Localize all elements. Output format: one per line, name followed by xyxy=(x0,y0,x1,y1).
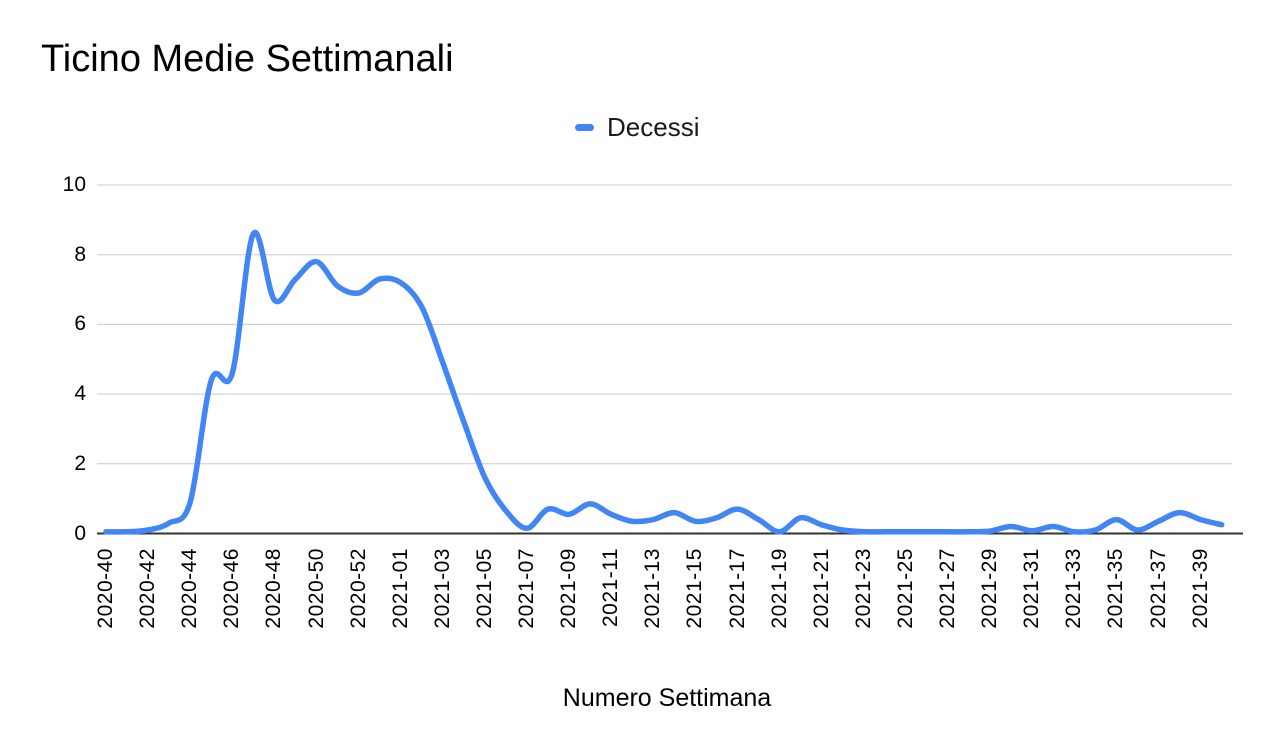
x-axis-tick-label: 2020-48 xyxy=(262,548,286,629)
x-axis-tick-label: 2020-40 xyxy=(94,548,117,629)
x-axis-tick-label: 2021-27 xyxy=(936,548,959,629)
x-axis-tick-label: 2021-19 xyxy=(767,548,791,629)
x-axis-tick-label: 2021-39 xyxy=(1188,548,1212,629)
x-axis-tick-label: 2021-17 xyxy=(725,548,749,629)
y-axis-tick-label: 2 xyxy=(74,451,86,475)
chart-title: Ticino Medie Settimanali xyxy=(41,38,454,80)
x-axis-tick-label: 2021-15 xyxy=(683,548,707,629)
legend-label: Decessi xyxy=(607,111,700,142)
x-axis-tick-label: 2021-29 xyxy=(978,548,1002,629)
x-axis-tick-label: 2021-13 xyxy=(641,548,665,629)
x-axis-tick-label: 2021-09 xyxy=(557,548,581,629)
x-axis-tick-label: 2020-46 xyxy=(220,548,244,629)
x-axis-tick-label: 2021-01 xyxy=(388,548,412,629)
x-axis-tick-label: 2021-23 xyxy=(851,548,875,629)
x-axis-tick-label: 2020-52 xyxy=(346,548,370,629)
x-axis-tick-label: 2021-35 xyxy=(1104,548,1128,629)
decessi-line-series xyxy=(103,229,1225,535)
y-axis-tick-label: 8 xyxy=(74,242,86,266)
x-axis-title: Numero Settimana xyxy=(562,684,772,712)
x-axis-tick-label: 2021-21 xyxy=(809,548,833,629)
x-axis-tick-label: 2021-03 xyxy=(430,548,454,629)
x-axis-tick-label: 2020-44 xyxy=(178,548,202,629)
x-axis-tick-label: 2021-05 xyxy=(472,548,496,629)
x-axis-tick-label: 2020-50 xyxy=(304,548,328,629)
x-axis-tick-label: 2021-33 xyxy=(1062,548,1086,629)
x-axis-tick-label: 2021-37 xyxy=(1146,548,1170,629)
y-axis-tick-label: 4 xyxy=(74,382,86,406)
y-axis-tick-label: 6 xyxy=(74,312,86,336)
x-axis-tick-label: 2020-42 xyxy=(136,548,160,629)
y-axis-tick-label: 10 xyxy=(62,173,86,196)
x-axis-tick-label: 2021-31 xyxy=(1020,548,1044,629)
x-axis-tick-label: 2021-11 xyxy=(599,548,623,628)
x-axis-tick-label: 2021-07 xyxy=(515,548,538,629)
legend: Decessi xyxy=(575,110,699,144)
x-axis-tick-label: 2021-25 xyxy=(893,548,917,629)
legend-marker-decessi xyxy=(575,123,594,131)
y-axis-tick-label: 0 xyxy=(74,521,86,545)
